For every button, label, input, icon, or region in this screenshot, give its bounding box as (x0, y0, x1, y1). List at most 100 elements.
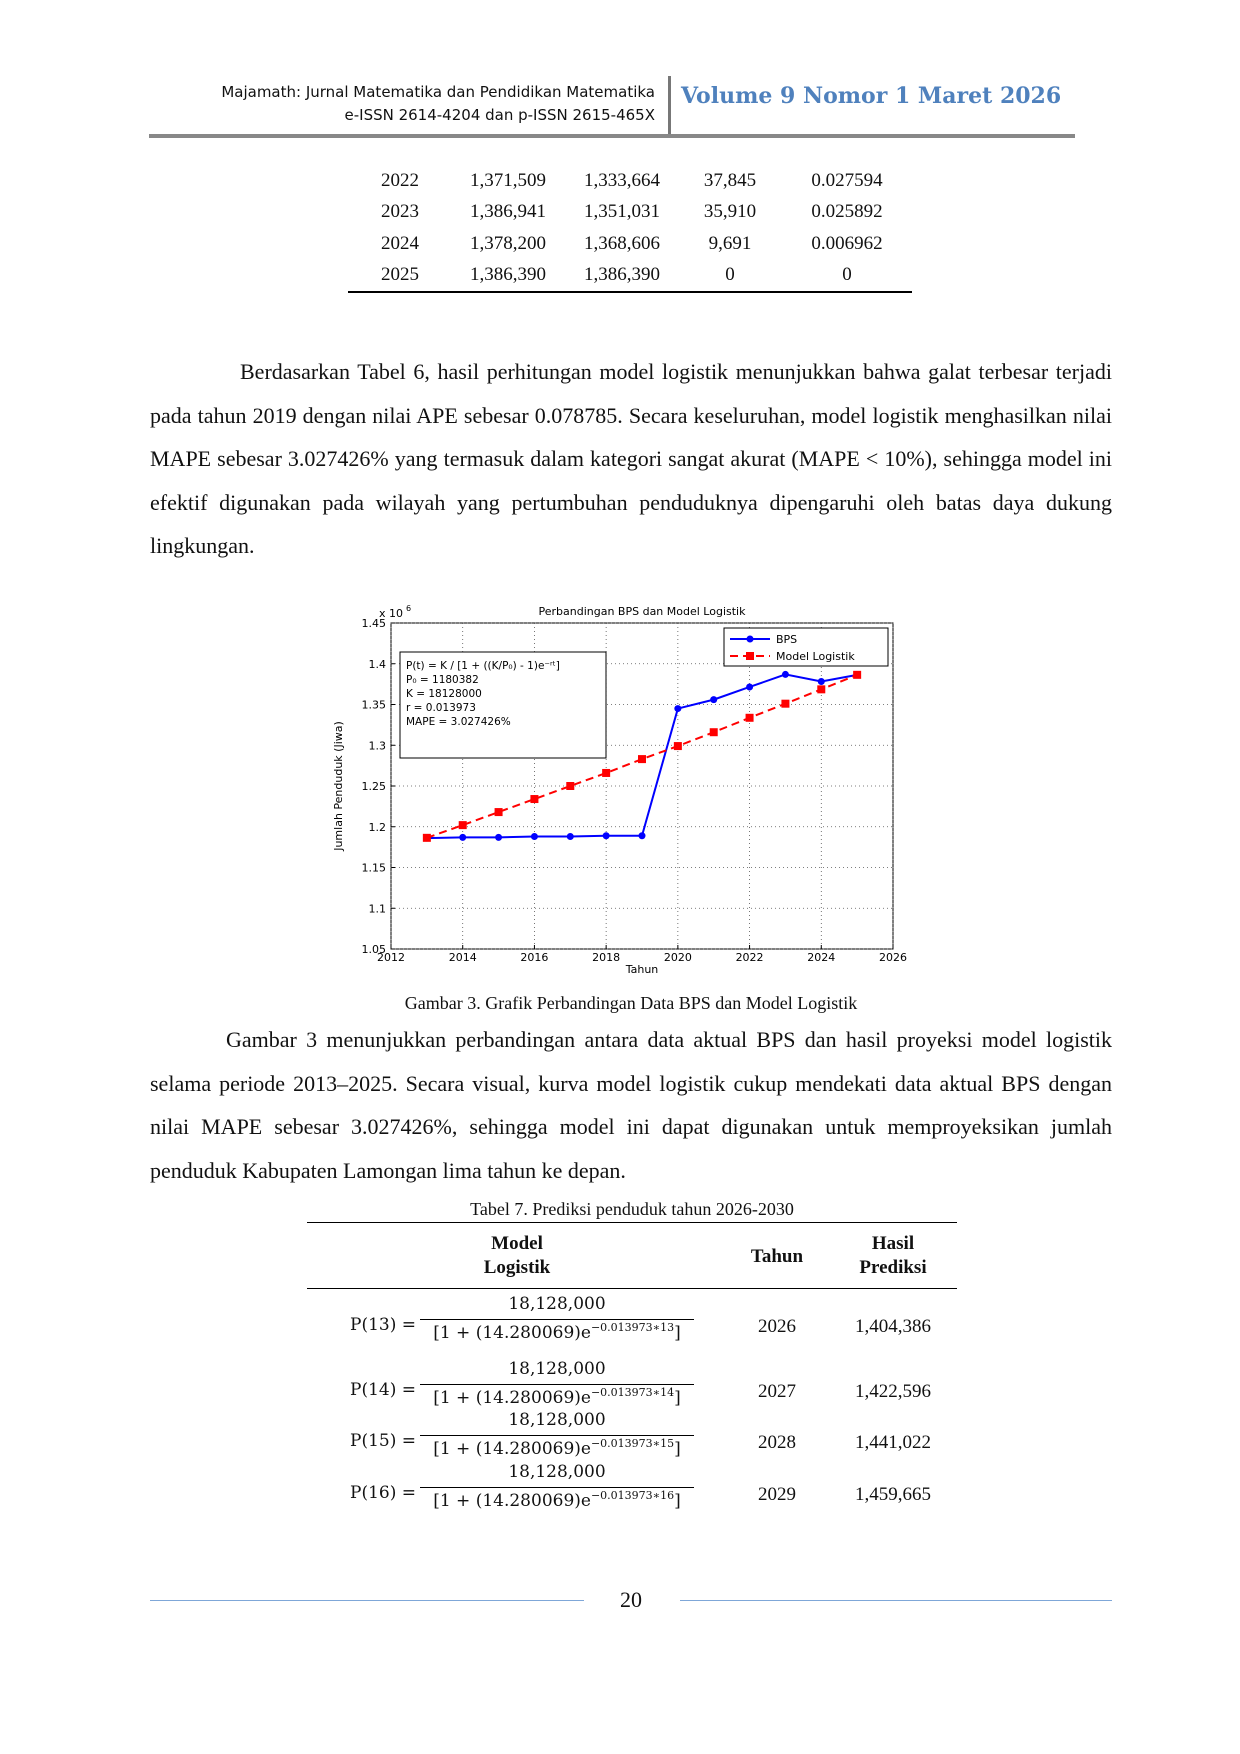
paragraph: Berdasarkan Tabel 6, hasil perhitungan m… (150, 359, 1112, 558)
x-tick-label: 2024 (807, 951, 835, 964)
marker (458, 821, 467, 830)
y-tick-label: 1.4 (369, 658, 387, 671)
table-rule (348, 291, 912, 293)
header-divider (668, 76, 671, 135)
table-cell: 1,333,664 (584, 170, 660, 191)
denominator-base: [1 + (14.280069)e (433, 1439, 591, 1459)
y-multiplier-exponent: 6 (406, 604, 411, 613)
denominator-base: [1 + (14.280069)e (433, 1388, 591, 1408)
table-cell: 1,368,606 (584, 233, 660, 254)
column-header: Tahun (750, 1246, 804, 1267)
annotation-box (399, 651, 607, 759)
footer-rule (150, 1600, 584, 1601)
x-tick-label: 2026 (879, 951, 907, 964)
footer-rule (680, 1600, 1112, 1601)
marker (781, 670, 789, 678)
fraction-bar (420, 1487, 694, 1488)
legend-label: BPS (776, 633, 797, 646)
table-cell: 2023 (381, 201, 419, 222)
marker (530, 795, 539, 804)
year: 2028 (758, 1432, 796, 1453)
marker (710, 696, 718, 704)
denominator: [1 + (14.280069)e−0.013973∗14] (433, 1386, 681, 1408)
x-tick-label: 2016 (520, 951, 548, 964)
marker (817, 678, 825, 686)
marker (674, 705, 682, 713)
table-cell: 1,351,031 (584, 201, 660, 222)
y-axis-label: Jumlah Penduduk (Jiwa) (332, 721, 345, 852)
y-tick-label: 1.1 (369, 902, 387, 915)
exponent: −0.013973∗13 (590, 1321, 675, 1334)
table-cell: 0.027594 (811, 170, 883, 191)
exponent: −0.013973∗16 (590, 1489, 675, 1502)
exponent: −0.013973∗14 (590, 1386, 675, 1399)
chart: 1.05 1.1 1.15 1.2 1.25 1.3 1.35 1.4 1.45 2012 2014… (332, 604, 907, 976)
table-cell: 0 (842, 264, 852, 285)
x-tick-label: 2020 (664, 951, 692, 964)
journal-name: Majamath: Jurnal Matematika dan Pendidik… (221, 83, 655, 101)
fraction-bar (420, 1319, 694, 1320)
year: 2026 (758, 1316, 796, 1337)
numerator: 18,128,000 (508, 1359, 606, 1379)
chart-title: Perbandingan BPS dan Model Logistik (539, 605, 747, 618)
y-tick-label: 1.15 (362, 862, 387, 875)
marker (817, 685, 826, 694)
table-cell: 0.025892 (811, 201, 883, 222)
x-tick-label: 2012 (377, 951, 405, 964)
prediction: 1,404,386 (855, 1316, 931, 1337)
marker (495, 833, 503, 841)
table-rule (307, 1222, 957, 1223)
table-cell: 35,910 (703, 201, 757, 222)
numerator: 18,128,000 (508, 1294, 606, 1314)
table-cell: 37,845 (703, 170, 757, 191)
table-cell: 2024 (381, 233, 419, 254)
table-title: Tabel 7. Prediksi penduduk tahun 2026-20… (470, 1199, 794, 1219)
header-rule (149, 134, 1075, 138)
column-header: Hasil Prediksi (859, 1233, 927, 1278)
caption: Gambar 3. Grafik Perbandingan Data BPS d… (404, 993, 858, 1013)
legend-label: Model Logistik (776, 650, 855, 663)
annotation-text: MAPE = 3.027426% (406, 716, 511, 728)
year: 2029 (758, 1484, 796, 1505)
marker (602, 768, 611, 777)
y-tick-label: 1.3 (369, 739, 387, 752)
marker (673, 742, 682, 751)
marker (709, 728, 718, 737)
fraction-bar (420, 1435, 694, 1436)
y-tick-label: 1.05 (362, 943, 387, 956)
x-tick-label: 2018 (592, 951, 620, 964)
y-multiplier: x 10 (379, 607, 403, 620)
annotation-text: K = 18128000 (406, 688, 482, 700)
denominator: [1 + (14.280069)e−0.013973∗16] (433, 1489, 681, 1511)
table-cell: 0.006962 (811, 233, 883, 254)
annotation-text: P(t) = K / [1 + ((K/P₀) - 1)e⁻ʳᵗ] (406, 660, 560, 672)
denominator-base: [1 + (14.280069)e (433, 1491, 591, 1511)
marker (638, 832, 646, 840)
numerator: 18,128,000 (508, 1410, 606, 1430)
numerator: 18,128,000 (508, 1462, 606, 1482)
table-cell: 1,386,390 (470, 264, 546, 285)
marker (745, 713, 754, 722)
formula-lhs: P(13) = (350, 1315, 416, 1335)
prediction: 1,441,022 (855, 1432, 931, 1453)
denominator-base: [1 + (14.280069)e (433, 1323, 591, 1343)
marker (853, 670, 862, 679)
formula-lhs: P(16) = (350, 1483, 416, 1503)
x-tick-label: 2014 (449, 951, 477, 964)
denominator-close: ] (674, 1323, 681, 1343)
volume: Volume 9 Nomor 1 Maret 2026 (681, 83, 1062, 109)
marker (746, 683, 754, 691)
column-header: Model Logistik (483, 1233, 551, 1278)
legend-marker (746, 652, 754, 660)
table-cell: 1,371,509 (470, 170, 546, 191)
prediction: 1,422,596 (855, 1381, 931, 1402)
formula-lhs: P(15) = (350, 1431, 416, 1451)
x-axis-label: Tahun (625, 963, 659, 976)
year: 2027 (758, 1381, 796, 1402)
denominator-close: ] (674, 1439, 681, 1459)
marker (459, 833, 467, 841)
table-cell: 2022 (381, 170, 419, 191)
denominator-close: ] (674, 1388, 681, 1408)
table-cell: 9,691 (708, 233, 752, 254)
